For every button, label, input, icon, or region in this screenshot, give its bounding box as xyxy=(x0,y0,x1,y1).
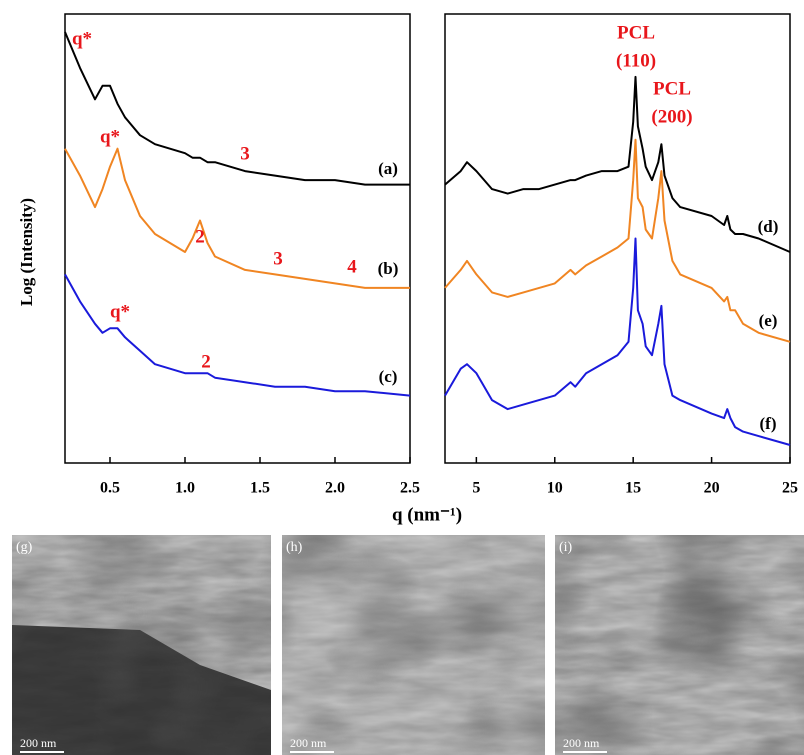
image-label: (h) xyxy=(286,540,303,555)
annotation: 3 xyxy=(240,143,250,164)
tem-image-i xyxy=(555,535,804,755)
x-tick-label: 5 xyxy=(472,480,480,497)
annotation: q* xyxy=(100,126,120,147)
annotation: 4 xyxy=(347,256,357,277)
x-tick-label: 0.5 xyxy=(100,480,120,497)
tem-image-h xyxy=(282,535,545,755)
series-label: (b) xyxy=(378,259,399,278)
annotation: q* xyxy=(72,28,92,49)
tem-image-g xyxy=(12,535,271,755)
annotation: PCL xyxy=(617,22,655,43)
data-line xyxy=(444,75,791,253)
plot-frame xyxy=(64,13,411,464)
plot-frame xyxy=(444,13,791,464)
series-label: (c) xyxy=(379,367,398,386)
x-tick-label: 20 xyxy=(704,480,720,497)
scale-label: 200 nm xyxy=(563,736,600,750)
annotation: 3 xyxy=(273,248,283,269)
image-label: (g) xyxy=(16,540,33,555)
y-axis-label: Log (Intensity) xyxy=(17,198,36,306)
annotation: 2 xyxy=(201,351,211,372)
series-label: (d) xyxy=(758,217,779,236)
scale-label: 200 nm xyxy=(290,736,327,750)
data-line xyxy=(64,147,410,289)
data-line xyxy=(64,31,410,186)
x-tick-label: 10 xyxy=(547,480,563,497)
annotation: 2 xyxy=(195,226,205,247)
x-tick-label: 1.0 xyxy=(175,480,195,497)
annotation: (110) xyxy=(616,50,656,71)
x-tick-label: 2.5 xyxy=(400,480,420,497)
x-tick-label: 2.0 xyxy=(325,480,345,497)
series-label: (f) xyxy=(760,414,777,433)
x-axis-label: q (nm⁻¹) xyxy=(392,504,462,525)
series-label: (e) xyxy=(759,311,778,330)
x-tick-label: 15 xyxy=(625,480,641,497)
data-line xyxy=(64,273,411,397)
annotation: q* xyxy=(110,301,130,322)
x-tick-label: 1.5 xyxy=(250,480,270,497)
image-label: (i) xyxy=(559,540,573,555)
x-tick-label: 25 xyxy=(782,480,798,497)
scale-label: 200 nm xyxy=(20,736,57,750)
annotation: (200) xyxy=(651,106,692,127)
data-line xyxy=(444,138,791,343)
series-label: (a) xyxy=(378,159,398,178)
annotation: PCL xyxy=(653,78,691,99)
data-line xyxy=(444,237,791,446)
